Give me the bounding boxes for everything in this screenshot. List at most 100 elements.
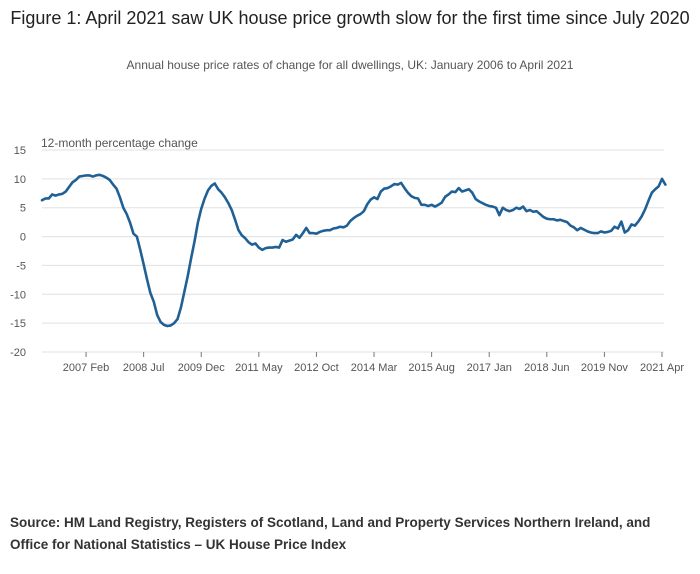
x-tick-label: 2019 Nov [581, 362, 629, 374]
data-point [81, 175, 84, 177]
data-point [240, 234, 243, 237]
data-point [339, 225, 342, 228]
gridlines [42, 149, 664, 353]
data-point [576, 229, 579, 232]
x-tick-label: 2012 Oct [294, 362, 339, 374]
data-point [491, 205, 494, 208]
data-point [142, 263, 145, 266]
data-point [156, 314, 159, 316]
data-point [366, 203, 369, 206]
data-point [264, 247, 267, 250]
data-point [54, 194, 57, 197]
x-tick-label: 2014 Mar [351, 362, 398, 374]
data-point [396, 183, 399, 186]
y-axis-label: 12-month percentage change [41, 136, 198, 150]
data-point [61, 192, 64, 195]
data-point [312, 232, 314, 235]
data-point [461, 190, 464, 193]
data-point [125, 213, 128, 215]
data-point [129, 221, 131, 224]
data-point [451, 190, 453, 193]
data-point [623, 231, 626, 234]
data-point [495, 206, 497, 209]
data-point [627, 229, 630, 232]
data-point [315, 232, 318, 235]
y-tick-label: 0 [20, 232, 26, 244]
data-point [132, 232, 135, 235]
data-point [159, 321, 162, 323]
data-point [488, 205, 491, 207]
data-point [268, 246, 270, 249]
data-point [545, 217, 548, 220]
data-point [471, 191, 474, 194]
data-point [308, 232, 311, 235]
data-point [542, 216, 545, 218]
data-point [579, 227, 582, 229]
data-point [589, 231, 592, 234]
data-point [51, 193, 54, 196]
data-point [478, 200, 480, 203]
data-point [498, 214, 501, 217]
data-point [420, 203, 423, 206]
data-point [88, 174, 91, 177]
data-point [640, 215, 643, 218]
data-point [379, 190, 382, 193]
data-point [549, 218, 552, 221]
data-point [518, 207, 521, 210]
data-point [613, 225, 616, 228]
data-point [481, 202, 484, 204]
data-point [180, 306, 182, 309]
data-point [376, 198, 379, 200]
data-point [617, 227, 619, 230]
series-group [40, 173, 667, 328]
data-point [633, 224, 636, 227]
data-point [654, 188, 657, 191]
data-point [464, 189, 467, 192]
x-tick-label: 2015 Aug [408, 362, 455, 374]
data-point [196, 221, 199, 224]
data-point [85, 174, 87, 177]
data-point [41, 199, 43, 202]
data-point [210, 184, 213, 187]
data-point [139, 248, 142, 251]
y-axis-ticks: 15 10 5 0 -5 -10 -15 -20 [10, 145, 26, 359]
data-point [291, 238, 294, 241]
data-point [68, 186, 71, 188]
data-point [562, 220, 565, 222]
data-point [149, 292, 152, 295]
data-point [193, 240, 196, 243]
data-point [369, 198, 372, 201]
data-point [437, 203, 440, 206]
data-point [535, 210, 538, 213]
data-point [298, 236, 301, 239]
data-point [115, 187, 118, 190]
data-point [318, 231, 321, 233]
data-point [335, 227, 338, 229]
x-tick-label: 2017 Jan [467, 362, 512, 374]
data-point [552, 218, 555, 221]
data-point [383, 187, 386, 190]
series-line [40, 173, 667, 328]
x-tick-label: 2018 Jun [524, 362, 569, 374]
data-point [386, 187, 389, 189]
data-point [203, 197, 206, 200]
y-tick-label: 5 [20, 203, 26, 215]
data-point [332, 227, 335, 230]
data-point [467, 188, 470, 191]
data-point [356, 214, 358, 217]
data-point [630, 223, 633, 226]
data-point [295, 233, 297, 236]
data-point [200, 207, 203, 210]
data-point [176, 318, 179, 321]
data-point [556, 219, 558, 222]
x-tick-label: 2009 Dec [178, 362, 226, 374]
y-tick-label: -20 [10, 347, 26, 359]
data-point [105, 176, 108, 179]
data-point [440, 201, 443, 204]
data-point [664, 183, 667, 186]
data-point [505, 209, 508, 211]
y-tick-label: -5 [16, 260, 26, 272]
data-point [362, 210, 365, 213]
data-point [108, 179, 111, 181]
